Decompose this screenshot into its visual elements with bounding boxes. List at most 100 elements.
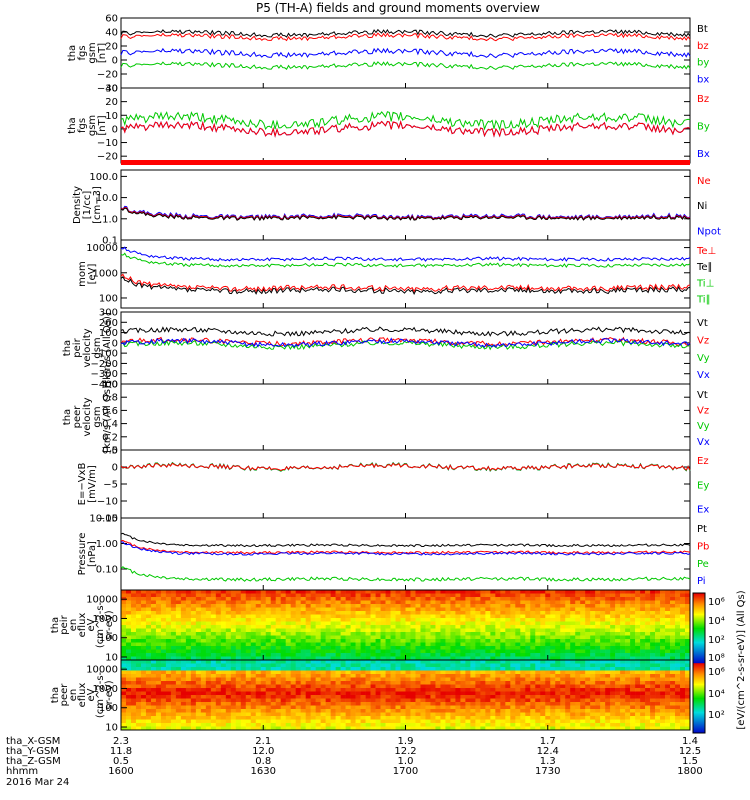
spectrogram-cell	[570, 597, 576, 601]
spectrogram-cell	[265, 688, 272, 692]
spectrogram-cell	[270, 681, 277, 685]
spectrogram-cell	[125, 628, 132, 633]
spectrogram-cell	[265, 600, 272, 605]
spectrogram-cell	[625, 618, 631, 622]
spectrogram-cell	[430, 625, 436, 629]
spectrogram-cell	[400, 663, 406, 668]
spectrogram-cell	[650, 684, 656, 689]
spectrogram-cell	[640, 590, 646, 594]
spectrogram-cell	[365, 705, 371, 710]
colorbar-swatch	[693, 653, 705, 655]
spectrogram-cell	[170, 674, 177, 678]
spectrogram-cell	[475, 604, 481, 608]
spectrogram-cell	[615, 646, 621, 650]
spectrogram-cell	[680, 691, 686, 696]
spectrogram-cell	[415, 688, 421, 692]
spectrogram-cell	[445, 677, 451, 682]
spectrogram-cell	[360, 716, 366, 720]
spectrogram-cell	[385, 691, 391, 696]
spectrogram-cell	[435, 667, 441, 671]
y-tick-label: 0.10	[96, 564, 118, 575]
spectrogram-cell	[500, 691, 506, 696]
spectrogram-cell	[545, 649, 551, 654]
spectrogram-cell	[340, 597, 346, 601]
spectrogram-cell	[500, 618, 506, 622]
spectrogram-cell	[150, 698, 157, 703]
spectrogram-cell	[245, 677, 252, 682]
spectrogram-cell	[490, 660, 496, 664]
spectrogram-cell	[515, 625, 521, 629]
spectrogram-cell	[440, 667, 446, 671]
spectrogram-cell	[605, 625, 611, 629]
spectrogram-cell	[130, 646, 137, 650]
spectrogram-cell	[355, 677, 361, 682]
spectrogram-cell	[315, 618, 321, 622]
spectrogram-cell	[595, 625, 601, 629]
spectrogram-cell	[180, 663, 187, 668]
spectrogram-cell	[375, 691, 381, 696]
spectrogram-cell	[330, 614, 336, 619]
spectrogram-cell	[655, 709, 661, 713]
spectrogram-cell	[460, 593, 466, 598]
spectrogram-cell	[610, 621, 616, 626]
colorbar-swatch	[693, 612, 705, 614]
spectrogram-cell	[210, 614, 217, 619]
spectrogram-cell	[310, 691, 316, 696]
spectrogram-cell	[275, 611, 282, 615]
spectrogram-cell	[285, 632, 291, 636]
spectrogram-cell	[660, 604, 666, 608]
spectrogram-cell	[685, 667, 691, 671]
spectrogram-cell	[500, 719, 506, 724]
spectrogram-cell	[675, 604, 681, 608]
spectrogram-cell	[555, 632, 561, 636]
spectrogram-cell	[165, 611, 172, 615]
spectrogram-cell	[445, 709, 451, 713]
spectrogram-cell	[415, 590, 421, 594]
spectrogram-cell	[175, 593, 182, 598]
spectrogram-cell	[650, 625, 656, 629]
spectrogram-cell	[605, 632, 611, 636]
spectrogram-cell	[310, 607, 316, 612]
spectrogram-cell	[670, 597, 676, 601]
spectrogram-cell	[635, 695, 641, 699]
spectrogram-cell	[280, 590, 287, 594]
spectrogram-cell	[410, 712, 416, 717]
spectrogram-cell	[460, 667, 466, 671]
spectrogram-cell	[565, 621, 571, 626]
colorbar-swatch	[693, 605, 705, 607]
spectrogram-cell	[205, 649, 212, 654]
spectrogram-cell	[145, 663, 152, 668]
spectrogram-cell	[455, 702, 461, 706]
spectrogram-cell	[610, 698, 616, 703]
spectrogram-cell	[445, 618, 451, 622]
colorbar-swatch	[693, 667, 705, 669]
spectrogram-cell	[445, 639, 451, 643]
spectrogram-cell	[170, 653, 177, 657]
spectrogram-cell	[410, 681, 416, 685]
spectrogram-cell	[255, 621, 262, 626]
spectrogram-cell	[455, 674, 461, 678]
spectrogram-cell	[400, 705, 406, 710]
spectrogram-cell	[160, 656, 167, 661]
spectrogram-cell	[660, 590, 666, 594]
spectrogram-cell	[245, 628, 252, 633]
spectrogram-cell	[505, 702, 511, 706]
spectrogram-cell	[605, 723, 611, 727]
spectrogram-cell	[580, 705, 586, 710]
spectrogram-cell	[505, 653, 511, 657]
spectrogram-cell	[525, 705, 531, 710]
spectrogram-cell	[455, 604, 461, 608]
spectrogram-cell	[555, 600, 561, 605]
spectrogram-cell	[365, 677, 371, 682]
spectrogram-cell	[330, 716, 336, 720]
spectrogram-cell	[470, 656, 476, 661]
spectrogram-cell	[245, 639, 252, 643]
spectrogram-cell	[395, 684, 401, 689]
colorbar-swatch	[693, 719, 705, 721]
spectrogram-cell	[210, 719, 217, 724]
colorbar-swatch	[693, 608, 705, 610]
spectrogram-cell	[335, 726, 341, 731]
spectrogram-cell	[475, 593, 481, 598]
spectrogram-cell	[495, 684, 501, 689]
spectrogram-cell	[125, 649, 132, 654]
